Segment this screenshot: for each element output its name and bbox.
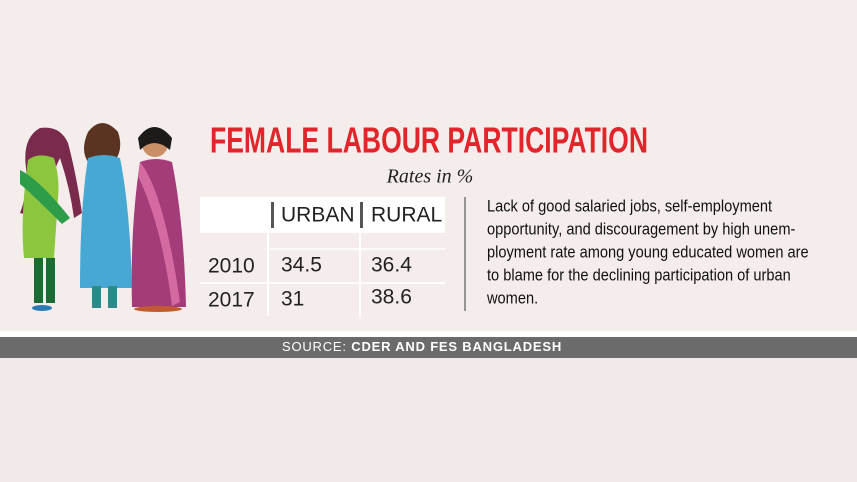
column-header: RURAL bbox=[371, 204, 442, 227]
note-line: Lack of good salaried jobs, self-employm… bbox=[487, 198, 773, 216]
note-line: women. bbox=[486, 290, 538, 308]
cell: 36.4 bbox=[371, 254, 412, 277]
subtitle: Rates in % bbox=[386, 166, 474, 188]
column-header: URBAN bbox=[281, 204, 355, 227]
note-line: to blame for the declining participation… bbox=[487, 267, 791, 285]
cell: 34.5 bbox=[281, 254, 322, 277]
table: URBAN RURAL 2010 34.5 36.4 2017 31 38.6 bbox=[200, 197, 445, 316]
note: Lack of good salaried jobs, self-employm… bbox=[486, 198, 809, 308]
cell: 38.6 bbox=[371, 286, 412, 309]
title: FEMALE LABOUR PARTICIPATION bbox=[210, 120, 648, 161]
header-divider bbox=[360, 202, 363, 228]
row-year: 2017 bbox=[208, 289, 255, 312]
source: SOURCE: CDER AND FES BANGLADESH bbox=[282, 339, 562, 354]
table-header-bg bbox=[200, 197, 445, 233]
source-label: SOURCE: bbox=[282, 339, 347, 354]
row-year: 2010 bbox=[208, 255, 255, 278]
source-bar bbox=[0, 337, 857, 358]
cell: 31 bbox=[281, 288, 304, 311]
illustration bbox=[20, 123, 186, 312]
header-divider bbox=[271, 202, 274, 228]
source-text: CDER AND FES BANGLADESH bbox=[351, 339, 562, 354]
note-line: ployment rate among young educated women… bbox=[487, 244, 809, 262]
divider bbox=[0, 331, 857, 337]
note-line: opportunity, and discouragement by high … bbox=[487, 221, 795, 239]
